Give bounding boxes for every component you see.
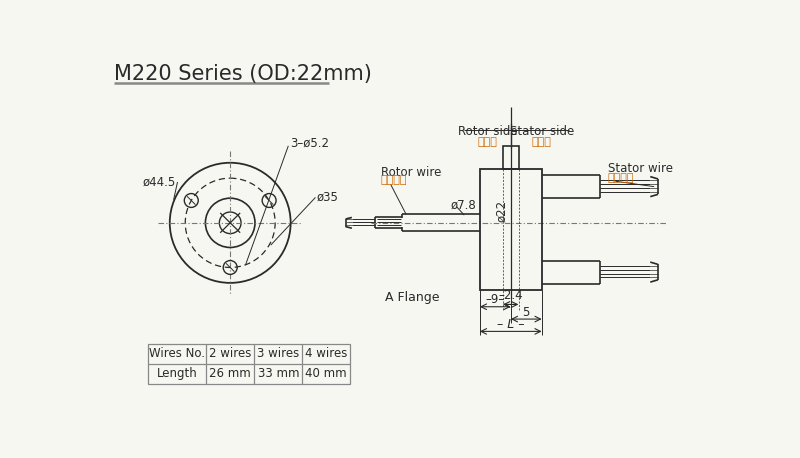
Text: ø22: ø22 [495,200,508,222]
Text: Stator wire: Stator wire [608,163,673,175]
Text: ø44.5: ø44.5 [142,175,176,189]
Text: –2.4: –2.4 [498,289,523,302]
Text: A Flange: A Flange [386,291,440,304]
Text: 33 mm: 33 mm [258,367,299,380]
Text: 3–ø5.2: 3–ø5.2 [290,137,329,150]
Text: 3 wires: 3 wires [257,347,299,360]
Bar [480,169,542,290]
Bar [148,344,350,384]
Text: Wires No.: Wires No. [149,347,205,360]
Text: Rotor side: Rotor side [458,125,518,138]
Text: 4 wires: 4 wires [305,347,347,360]
Text: ø7.8: ø7.8 [450,199,476,212]
Text: 转子出线: 转子出线 [381,175,407,185]
Bar [503,146,518,169]
Text: Stator side: Stator side [510,125,574,138]
Text: – L –: – L – [497,318,525,331]
Text: 2 wires: 2 wires [209,347,251,360]
Text: ø35: ø35 [317,191,339,204]
Text: Rotor wire: Rotor wire [381,165,441,179]
Text: Length: Length [157,367,198,380]
Text: 5: 5 [522,305,530,319]
Text: 26 mm: 26 mm [210,367,251,380]
Text: M220 Series (OD:22mm): M220 Series (OD:22mm) [114,64,372,84]
Text: 定子边: 定子边 [532,137,552,147]
Text: 转子边: 转子边 [478,137,498,147]
Text: 定子出线: 定子出线 [608,173,634,183]
Text: –9–: –9– [486,293,505,306]
Text: 40 mm: 40 mm [306,367,347,380]
